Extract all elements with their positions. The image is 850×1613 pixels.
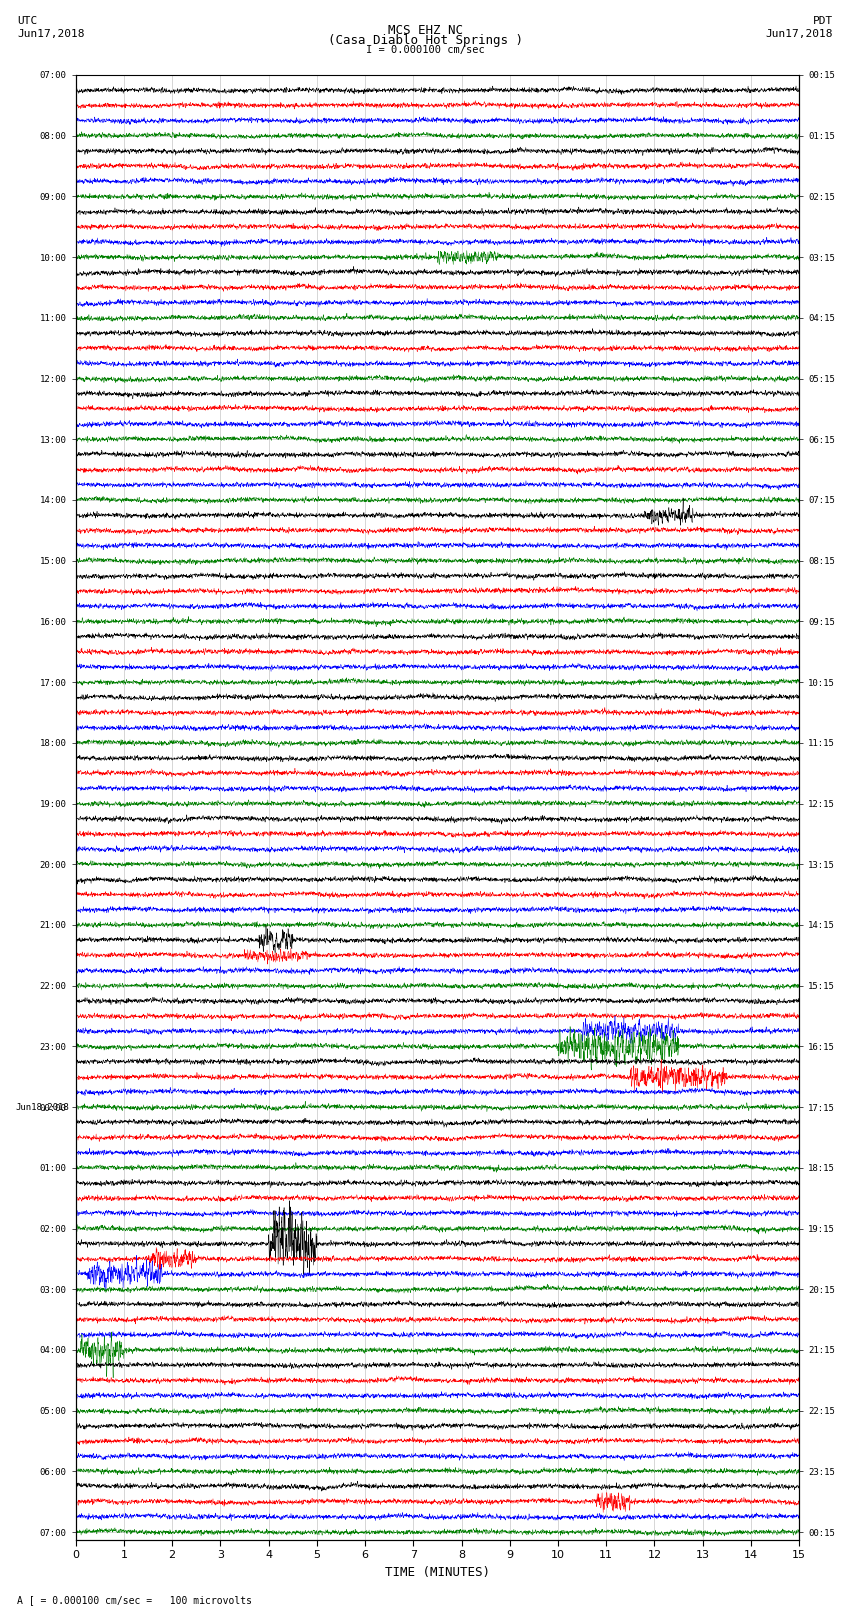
Text: Jun18,2018: Jun18,2018 [15, 1103, 69, 1111]
Text: UTC: UTC [17, 16, 37, 26]
Text: Jun17,2018: Jun17,2018 [766, 29, 833, 39]
Text: A [ = 0.000100 cm/sec =   100 microvolts: A [ = 0.000100 cm/sec = 100 microvolts [17, 1595, 252, 1605]
Text: I = 0.000100 cm/sec: I = 0.000100 cm/sec [366, 45, 484, 55]
Text: (Casa Diablo Hot Springs ): (Casa Diablo Hot Springs ) [327, 34, 523, 47]
Text: PDT: PDT [813, 16, 833, 26]
Text: Jun17,2018: Jun17,2018 [17, 29, 84, 39]
X-axis label: TIME (MINUTES): TIME (MINUTES) [385, 1566, 490, 1579]
Text: MCS EHZ NC: MCS EHZ NC [388, 24, 462, 37]
